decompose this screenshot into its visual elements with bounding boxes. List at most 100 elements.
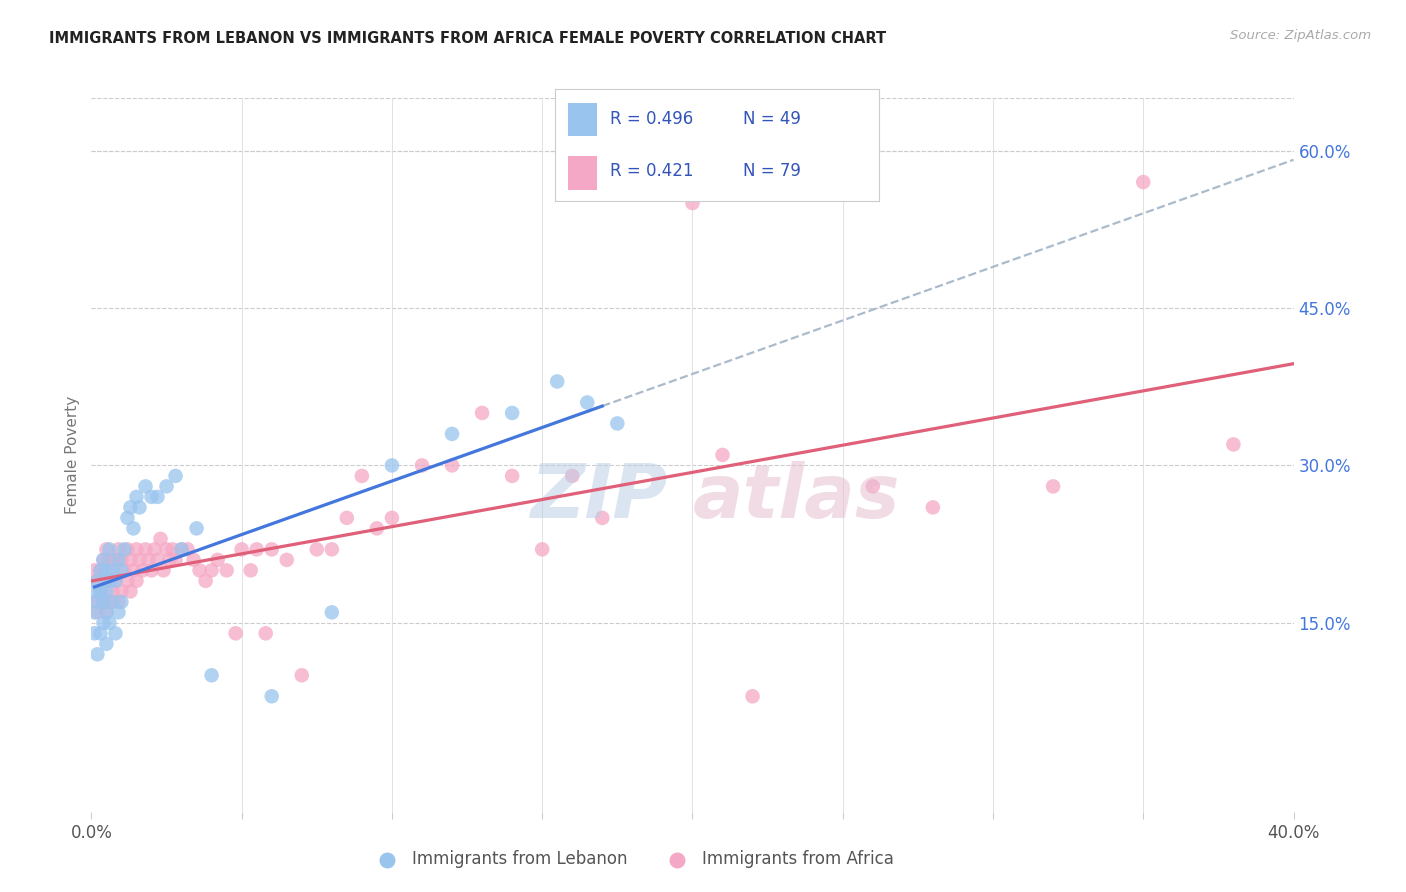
Point [128,553,150,567]
Point [83,595,105,609]
Point [591,511,613,525]
Point [98,553,121,567]
Point [110,553,132,567]
Point [440,458,463,473]
Point [86,595,108,609]
Point [125,574,148,588]
Point [83,605,105,619]
Legend: Immigrants from Lebanon, Immigrants from Africa: Immigrants from Lebanon, Immigrants from… [364,844,901,875]
Point [131,563,153,577]
Point [120,584,142,599]
Point [546,375,568,389]
Point [152,563,174,577]
Point [141,563,163,577]
Point [170,542,193,557]
Point [183,553,205,567]
Point [104,553,127,567]
Text: IMMIGRANTS FROM LEBANON VS IMMIGRANTS FROM AFRICA FEMALE POVERTY CORRELATION CHA: IMMIGRANTS FROM LEBANON VS IMMIGRANTS FR… [49,31,886,46]
Point [122,521,145,535]
Point [194,574,217,588]
Point [188,563,211,577]
Point [138,553,160,567]
Point [531,542,554,557]
Point [741,690,763,704]
Point [96,563,118,577]
Point [93,615,115,630]
Text: R = 0.496: R = 0.496 [610,110,693,128]
Point [107,542,129,557]
Point [862,479,884,493]
Point [96,584,118,599]
Point [83,584,105,599]
Y-axis label: Female Poverty: Female Poverty [65,396,80,514]
Point [254,626,277,640]
Point [110,584,132,599]
Point [93,553,115,567]
Point [215,563,238,577]
Point [1042,479,1064,493]
Point [89,563,111,577]
Point [117,511,139,525]
Point [98,574,121,588]
Point [201,668,224,682]
Point [89,626,111,640]
Point [101,595,124,609]
Point [104,574,127,588]
Point [321,605,343,619]
Point [146,553,169,567]
Point [366,521,388,535]
Point [96,574,118,588]
FancyBboxPatch shape [568,156,598,189]
Point [501,406,523,420]
Point [120,553,142,567]
Point [86,574,108,588]
Point [291,668,314,682]
Point [239,563,262,577]
Point [381,458,404,473]
Point [501,469,523,483]
Point [93,595,115,609]
Point [276,553,298,567]
Point [141,490,163,504]
Point [120,500,142,515]
Text: R = 0.421: R = 0.421 [610,162,693,180]
Point [170,542,193,557]
FancyBboxPatch shape [568,103,598,136]
Point [110,563,132,577]
Point [681,196,703,211]
Point [350,469,373,483]
Point [159,553,181,567]
Point [117,574,139,588]
Point [922,500,945,515]
Point [86,648,108,662]
Point [246,542,269,557]
Point [96,542,118,557]
Point [149,532,172,546]
Point [110,595,132,609]
Point [83,626,105,640]
Point [117,542,139,557]
Point [107,605,129,619]
Point [260,690,283,704]
Text: N = 49: N = 49 [742,110,801,128]
Point [336,511,359,525]
Point [176,542,198,557]
Point [305,542,328,557]
Point [134,479,156,493]
Point [128,500,150,515]
Point [125,490,148,504]
Point [381,511,404,525]
Point [231,542,253,557]
Point [1132,175,1154,189]
Point [104,626,127,640]
Point [107,553,129,567]
Text: N = 79: N = 79 [742,162,801,180]
Point [471,406,494,420]
Point [86,605,108,619]
Point [98,615,121,630]
Point [162,542,184,557]
Point [101,563,124,577]
Point [101,584,124,599]
Text: ZIP: ZIP [531,461,668,534]
Point [114,542,136,557]
